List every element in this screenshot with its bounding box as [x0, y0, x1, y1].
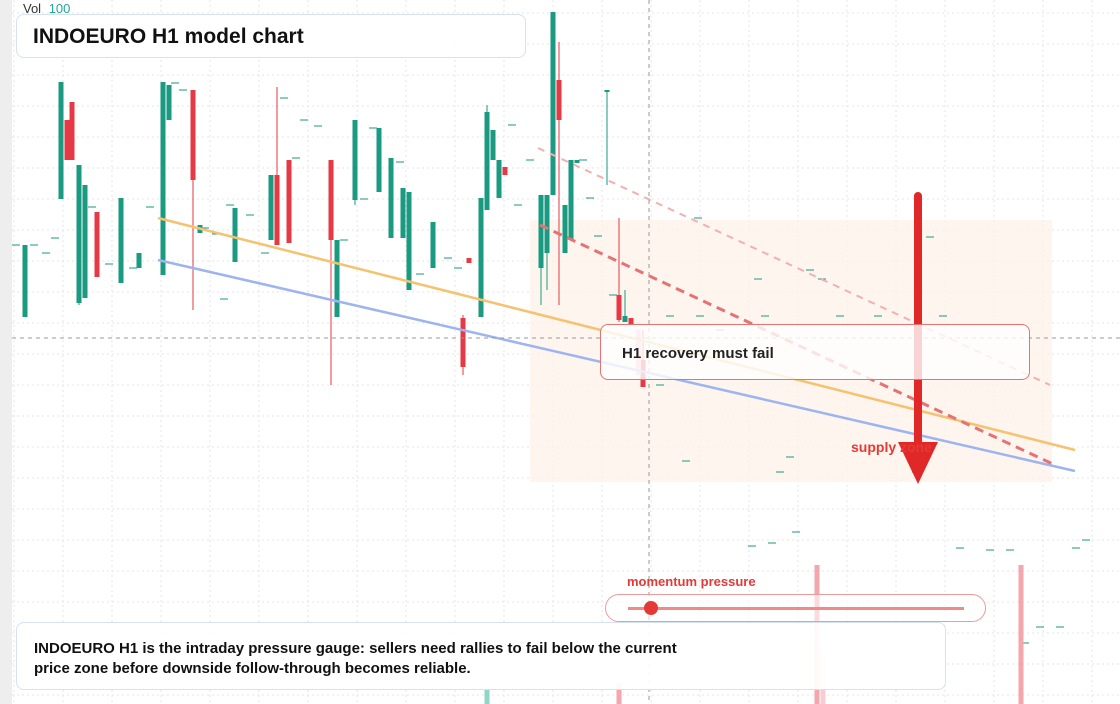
candle-body — [502, 167, 508, 175]
callout-box: H1 recovery must fail — [600, 324, 1030, 380]
candle-body — [69, 102, 75, 160]
candle-body — [466, 258, 472, 263]
volume-bar — [484, 690, 490, 704]
volume-bar — [1018, 565, 1024, 704]
gauge-track — [628, 607, 964, 610]
candle-body — [136, 253, 142, 268]
candle-body — [556, 80, 562, 120]
description-text: INDOEURO H1 is the intraday pressure gau… — [34, 640, 677, 677]
chart-title: INDOEURO H1 model chart — [33, 25, 304, 48]
candle-body — [568, 160, 574, 240]
description-box: INDOEURO H1 is the intraday pressure gau… — [16, 622, 946, 690]
candle-body — [496, 160, 502, 198]
candle-body — [328, 160, 334, 240]
candle-body — [82, 185, 88, 298]
candle-body — [64, 120, 70, 160]
candle-body — [22, 245, 28, 317]
down-arrow-head — [898, 442, 938, 484]
candle-body — [478, 198, 484, 317]
volume-title: Vol — [23, 1, 42, 16]
candle-body — [604, 90, 610, 92]
volume-bar — [616, 683, 622, 704]
candle-body — [118, 198, 124, 283]
candle-body — [484, 112, 490, 210]
candle-body — [490, 130, 496, 160]
candle-body — [430, 222, 436, 268]
candle-body — [76, 165, 82, 303]
candle-body — [232, 208, 238, 262]
candle-body — [406, 192, 412, 290]
left-edge — [0, 0, 12, 704]
gauge-box — [605, 594, 986, 622]
candle-body — [58, 82, 64, 199]
candle-body — [538, 195, 544, 268]
candle-body — [376, 128, 382, 192]
candle-body — [268, 175, 274, 240]
title-box: INDOEURO H1 model chart — [16, 14, 526, 58]
volume-value: 100 — [48, 1, 71, 16]
candle-body — [400, 188, 406, 238]
resistance-line — [539, 223, 1056, 467]
candle-body — [334, 240, 340, 317]
candle-body — [352, 120, 358, 200]
candle-body — [574, 160, 580, 163]
candle-body — [616, 295, 622, 320]
zone-label: supply zone — [851, 439, 932, 455]
candle-body — [94, 212, 100, 277]
callout-text: H1 recovery must fail — [622, 345, 774, 362]
volume-label: Vol 100 — [23, 1, 70, 16]
gauge-label: momentum pressure — [627, 574, 756, 589]
candle-body — [550, 12, 556, 195]
candle-body — [388, 158, 394, 238]
candle-body — [190, 90, 196, 180]
candle-body — [622, 316, 628, 322]
candle-body — [166, 85, 172, 120]
candle-body — [628, 318, 634, 325]
candle-body — [286, 160, 292, 243]
candle-body — [274, 175, 280, 245]
gauge-knob — [644, 601, 658, 615]
candle-body — [160, 82, 166, 275]
candle-body — [562, 205, 568, 253]
candle-body — [544, 195, 550, 253]
candle-body — [460, 318, 466, 367]
